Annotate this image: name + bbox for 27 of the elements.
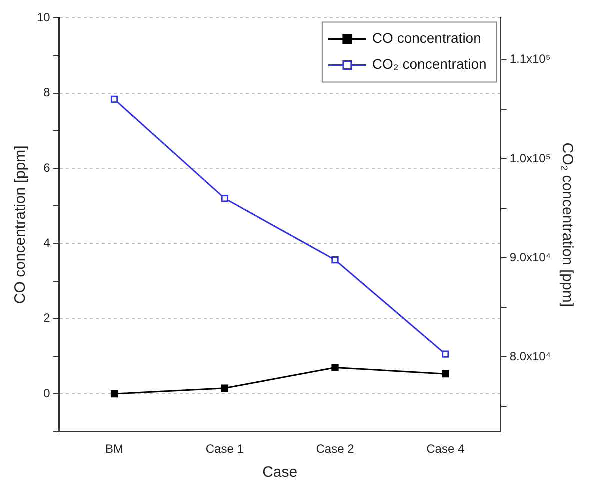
y-tick-label: 8	[44, 86, 51, 100]
y-tick-label: 0	[44, 386, 51, 400]
y2-tick-label: 1.1x10⁵	[510, 52, 551, 66]
point	[221, 384, 228, 392]
point	[221, 195, 228, 202]
x-tick-label: Case 4	[426, 442, 465, 456]
x-tick-label: Case 1	[206, 442, 244, 456]
point	[332, 364, 339, 372]
point	[442, 370, 450, 378]
y-tick-label: 6	[44, 160, 51, 175]
y2-tick-label: 8.0x10⁴	[510, 350, 551, 364]
y-tick-label: 10	[36, 10, 51, 25]
point	[442, 350, 450, 358]
legend-label: CO concentration	[372, 30, 482, 46]
y-axis-title: CO concentration [ppm]	[12, 146, 30, 304]
y2-tick-label: 9.0x10⁴	[510, 250, 551, 264]
legend-label: CO₂ concentration	[372, 56, 487, 72]
x-axis-title: Case	[262, 464, 298, 482]
y2-axis-title: CO₂ concentration [ppm]	[558, 142, 576, 308]
y2-tick-label: 1.0x10⁵	[510, 151, 551, 166]
point	[110, 96, 118, 104]
point	[110, 390, 118, 398]
x-tick-label: BM	[106, 442, 124, 456]
y-tick-label: 2	[44, 311, 51, 326]
x-tick-label: Case 2	[316, 442, 355, 456]
point	[332, 256, 339, 264]
y-tick-label: 4	[44, 236, 51, 250]
